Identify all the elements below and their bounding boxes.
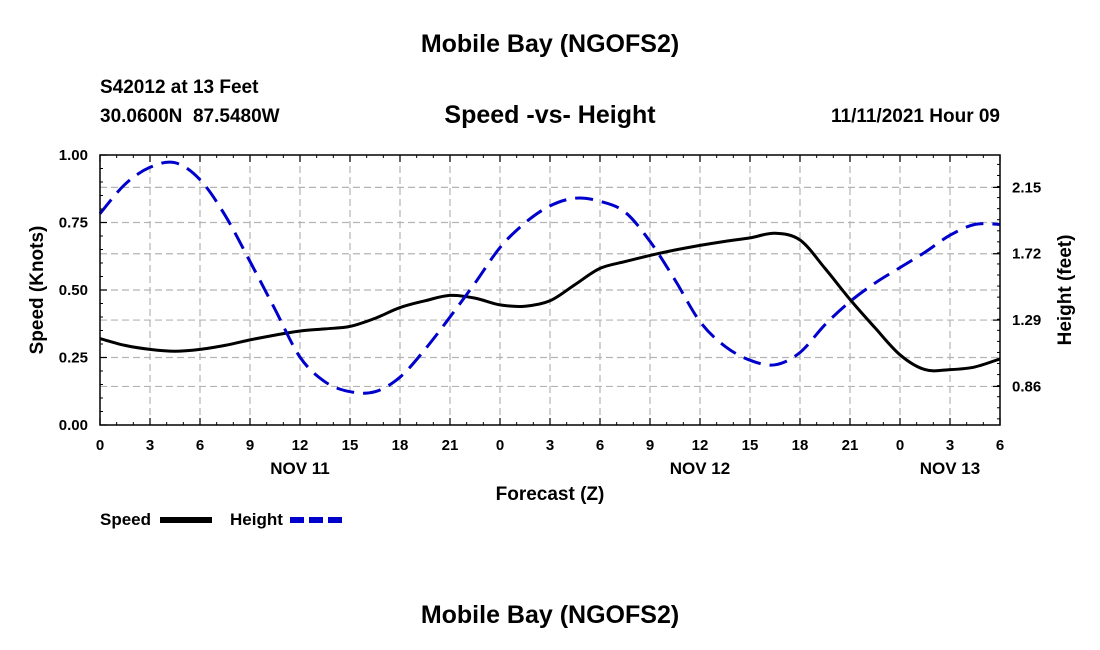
x-date-label: NOV 13 <box>920 459 980 478</box>
x-tick-label: 0 <box>896 437 904 454</box>
x-tick-label: 0 <box>496 437 504 454</box>
x-tick-label: 15 <box>742 437 759 454</box>
x-tick-label: 9 <box>646 437 654 454</box>
legend-height-label: Height <box>230 510 283 529</box>
y-axis-left-label: Speed (Knots) <box>27 226 48 355</box>
legend-speed-label: Speed <box>100 510 151 529</box>
series-lines <box>98 160 1001 395</box>
height-series-line <box>98 160 1001 395</box>
x-tick-label: 3 <box>146 437 154 454</box>
station-label: S42012 at 13 Feet <box>100 77 259 98</box>
x-tick-label: 6 <box>196 437 204 454</box>
y-left-tick-label: 0.75 <box>59 215 88 232</box>
y-left-tick-label: 0.00 <box>59 417 88 434</box>
bottom-title: Mobile Bay (NGOFS2) <box>420 601 680 629</box>
speed-series-line <box>99 231 1001 373</box>
forecast-datetime: 11/11/2021 Hour 09 <box>830 106 1000 127</box>
grid <box>100 155 1000 425</box>
plot-title: Speed -vs- Height <box>444 101 656 129</box>
x-tick-label: 0 <box>96 437 104 454</box>
tick-labels: 0 3 6 9 12 15 18 21 0 3 6 9 12 15 18 21 0 3 6 NOV 11 NOV 12 N… <box>59 147 1041 478</box>
x-tick-label: 15 <box>342 437 359 454</box>
x-tick-label: 9 <box>246 437 254 454</box>
x-tick-label: 12 <box>292 437 309 454</box>
x-tick-label: 6 <box>996 437 1004 454</box>
x-tick-label: 6 <box>596 437 604 454</box>
y-axis-right-label: Height (feet) <box>1055 235 1076 346</box>
x-axis-label: Forecast (Z) <box>496 484 605 505</box>
y-left-tick-label: 0.25 <box>59 350 88 367</box>
y-right-tick-label: 1.72 <box>1012 246 1041 263</box>
x-date-label: NOV 11 <box>270 459 330 478</box>
x-date-label: NOV 12 <box>670 459 730 478</box>
y-left-tick-label: 0.50 <box>59 282 88 299</box>
legend: Speed Height <box>100 510 342 529</box>
y-right-tick-label: 2.15 <box>1012 179 1041 196</box>
y-left-tick-label: 1.00 <box>59 147 88 164</box>
y-right-tick-label: 0.86 <box>1012 378 1041 395</box>
x-tick-label: 21 <box>442 437 459 454</box>
y-right-tick-label: 1.29 <box>1012 312 1041 329</box>
x-tick-label: 12 <box>692 437 709 454</box>
x-tick-label: 18 <box>392 437 409 454</box>
x-tick-label: 3 <box>546 437 554 454</box>
x-tick-label: 21 <box>842 437 859 454</box>
ticks <box>99 154 1001 426</box>
x-tick-label: 3 <box>946 437 954 454</box>
x-tick-label: 18 <box>792 437 809 454</box>
coordinates-label: 30.0600N 87.5480W <box>100 106 280 127</box>
top-title: Mobile Bay (NGOFS2) <box>420 30 680 58</box>
